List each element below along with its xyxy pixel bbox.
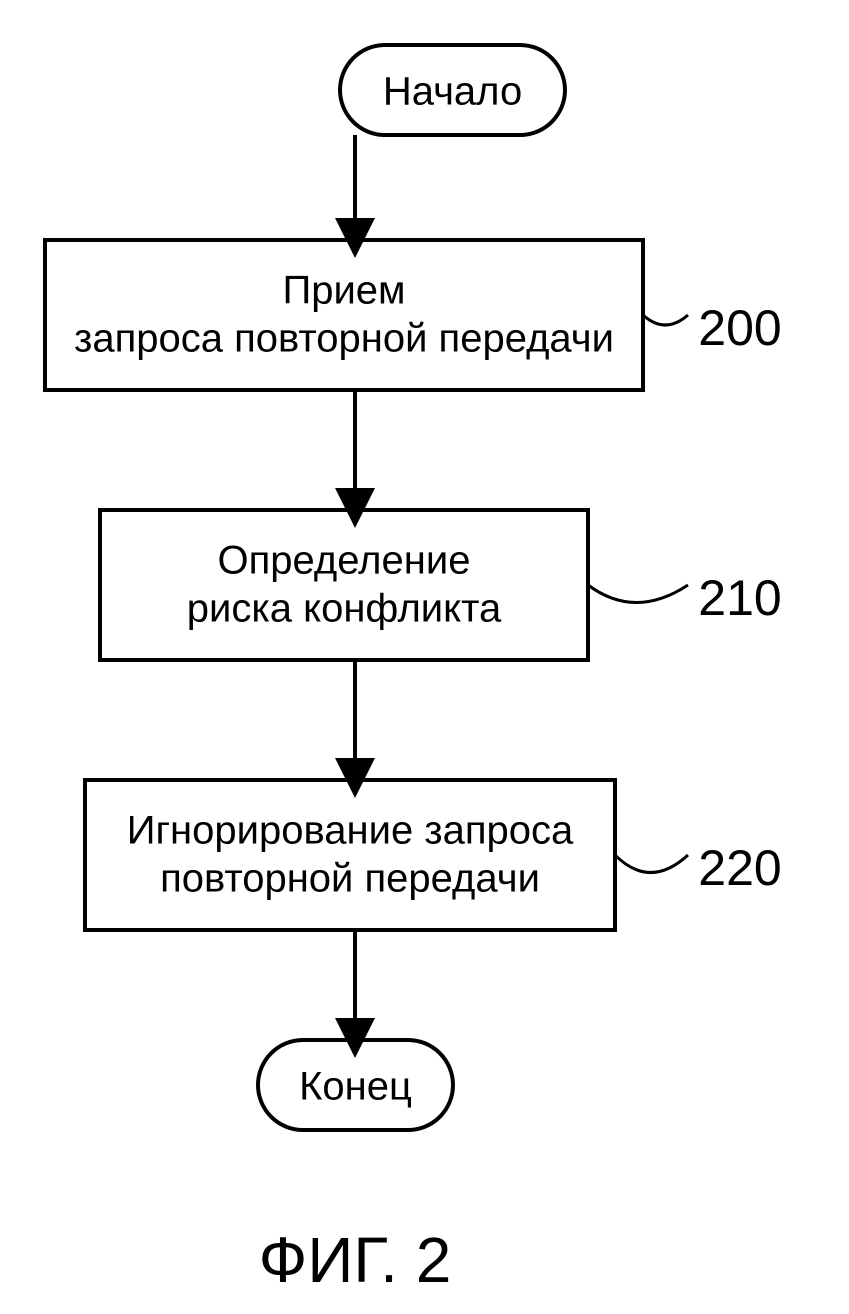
svg-text:Игнорирование запроса: Игнорирование запроса xyxy=(127,809,574,853)
svg-text:Начало: Начало xyxy=(383,70,522,114)
svg-text:Прием: Прием xyxy=(282,269,405,313)
svg-text:Конец: Конец xyxy=(299,1065,412,1109)
figure-caption: ФИГ. 2 xyxy=(259,1224,452,1296)
svg-text:Определение: Определение xyxy=(218,539,471,583)
svg-text:повторной передачи: повторной передачи xyxy=(160,857,540,901)
reference-label: 210 xyxy=(698,570,781,626)
svg-text:запроса повторной передачи: запроса повторной передачи xyxy=(74,317,614,361)
flowchart-diagram: Начало 200 Приемзапроса повторной передачи… xyxy=(0,0,849,1314)
svg-text:риска конфликта: риска конфликта xyxy=(187,587,502,631)
reference-label: 200 xyxy=(698,300,781,356)
reference-label: 220 xyxy=(698,840,781,896)
